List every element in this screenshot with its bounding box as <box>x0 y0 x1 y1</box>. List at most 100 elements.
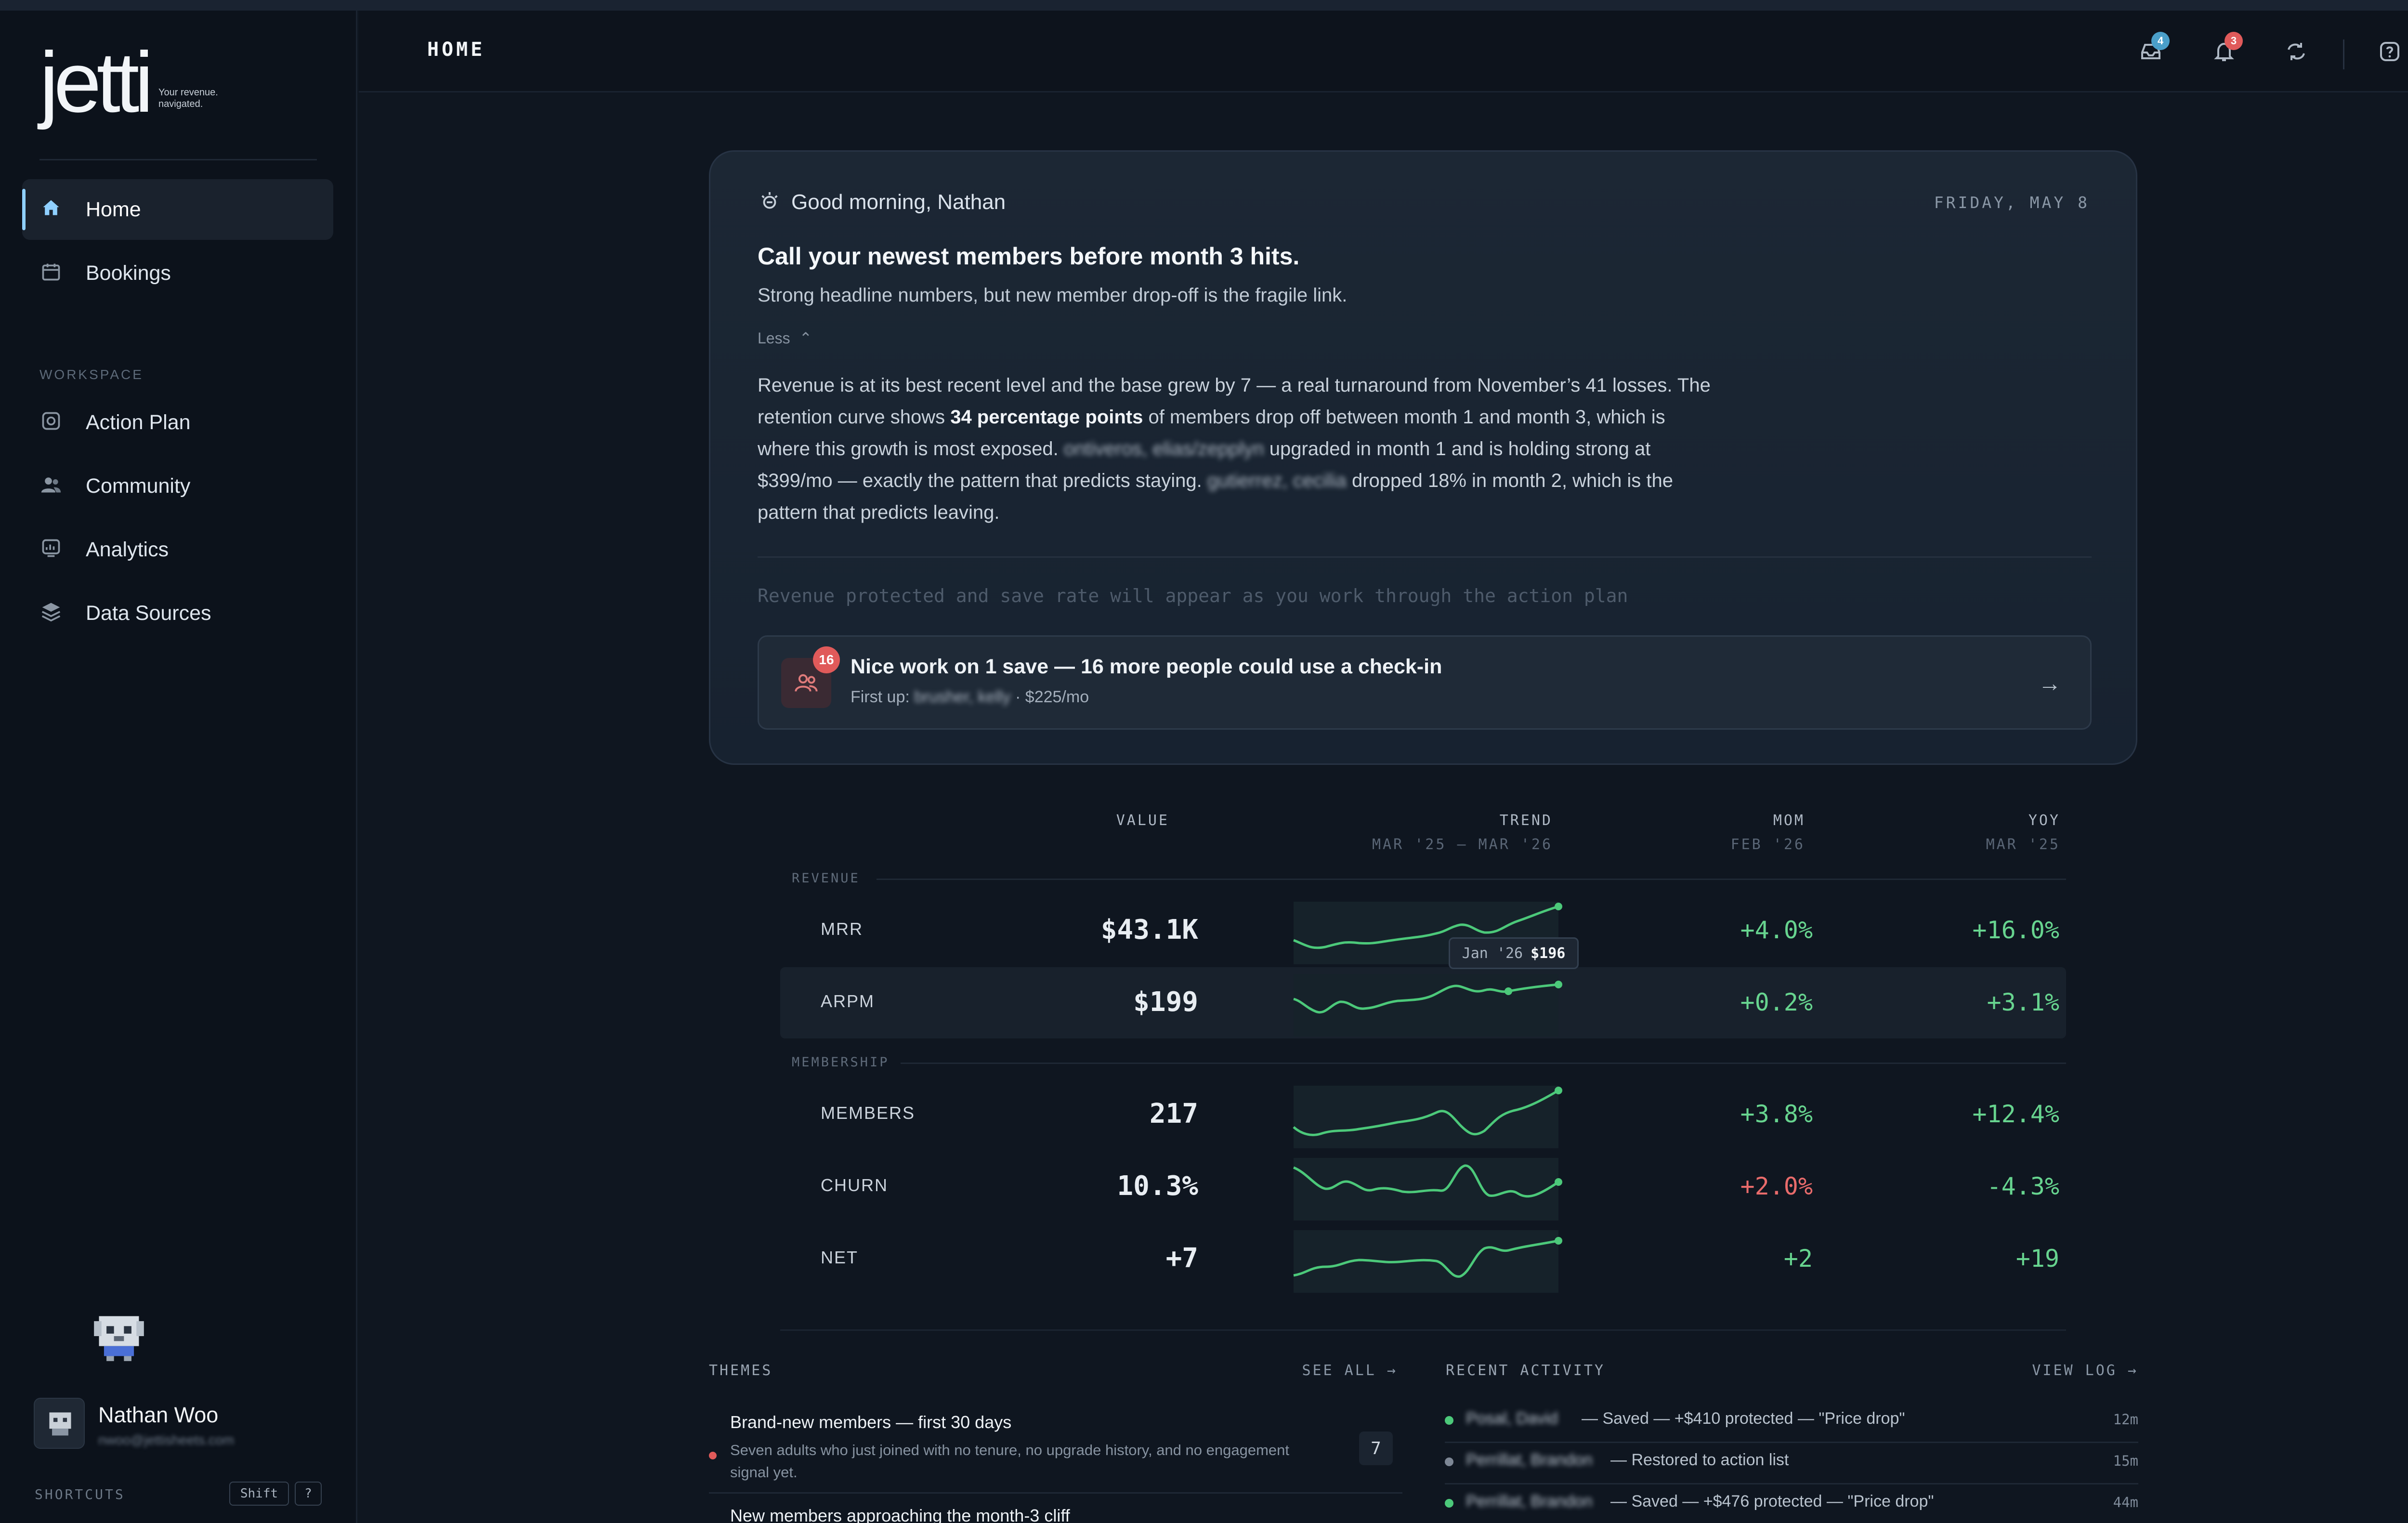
metric-row-members[interactable]: MEMBERS 217 +3.8% +12.4% <box>780 1079 2066 1150</box>
page-title: HOME <box>427 39 485 61</box>
sidebar-item-action-plan[interactable]: Action Plan <box>22 392 333 453</box>
briefing-headline: Call your newest members before month 3 … <box>758 243 1300 270</box>
sync-button[interactable] <box>2279 35 2313 68</box>
body-text-4: dropped 18% in month 2, which is the pat… <box>758 470 1674 523</box>
member-name-redacted[interactable]: ontiveros, elias/zepplyn <box>1063 438 1264 460</box>
sparkline-members[interactable] <box>1287 1081 1566 1148</box>
sidebar-item-home[interactable]: Home <box>22 179 333 240</box>
metric-label: NET <box>821 1247 858 1267</box>
group-label-membership: MEMBERSHIP <box>792 1055 890 1070</box>
notifications-button[interactable]: 3 <box>2207 32 2243 68</box>
header-divider <box>2343 39 2344 69</box>
activity-time: 12m <box>2113 1411 2138 1428</box>
logo-wordmark: jetti <box>39 34 154 130</box>
tooltip-value: $196 <box>1531 945 1566 962</box>
cta-subtitle: First up: brusher, kelly · $225/mo <box>851 688 1089 707</box>
sidebar-item-community[interactable]: Community <box>22 456 333 516</box>
metric-mom: +2.0% <box>1740 1172 1813 1200</box>
metric-value: $199 <box>1133 986 1198 1018</box>
activity-row[interactable]: Perrillat, Brandon — Restored to action … <box>1445 1443 2138 1484</box>
chevron-up-icon: ⌃ <box>799 329 812 347</box>
metric-mom: +2 <box>1783 1245 1813 1273</box>
theme-status-dot <box>709 1452 717 1459</box>
metric-yoy: +16.0% <box>1972 916 2059 944</box>
themes-see-all-link[interactable]: SEE ALL → <box>1302 1362 1398 1379</box>
theme-count: 7 <box>1359 1431 1393 1465</box>
sidebar-item-bookings[interactable]: Bookings <box>22 243 333 303</box>
user-name: Nathan Woo <box>98 1403 219 1427</box>
group-divider <box>877 879 2066 880</box>
sidebar-divider <box>39 159 317 160</box>
impact-placeholder: Revenue protected and save rate will app… <box>758 585 1628 606</box>
calendar-icon <box>42 263 60 281</box>
tagline-line-1: Your revenue. <box>158 87 218 98</box>
greeting: Good morning, Nathan <box>791 190 1006 214</box>
top-header: HOME 4 3 <box>359 11 2408 92</box>
users-icon <box>41 477 61 493</box>
metric-value: $43.1K <box>1100 914 1198 945</box>
body-text-3: upgraded in month 1 and is holding stron… <box>758 438 1651 491</box>
member-name-redacted: brusher, kelly <box>914 688 1011 706</box>
window-top-strip <box>0 0 2408 11</box>
home-icon <box>43 200 59 215</box>
sparkline-arpm[interactable] <box>1287 969 1566 1037</box>
theme-title: New members approaching the month-3 clif… <box>730 1506 1070 1523</box>
metric-row-mrr[interactable]: MRR $43.1K +4.0% +16.0% <box>780 895 2066 966</box>
metric-row-net[interactable]: NET +7 +2 +19 <box>780 1223 2066 1295</box>
collapse-toggle[interactable]: Less ⌃ <box>758 329 812 347</box>
chart-icon <box>42 539 60 557</box>
logo[interactable]: jetti Your revenue. navigated. <box>39 39 236 125</box>
sparkline-net[interactable] <box>1287 1225 1566 1293</box>
sidebar: jetti Your revenue. navigated. Home Book… <box>0 11 357 1523</box>
col-sub-trend: MAR '25 – MAR '26 <box>1372 836 1553 853</box>
member-name-redacted: Perrillat, Brandon <box>1466 1492 1593 1510</box>
activity-view-log-link[interactable]: VIEW LOG → <box>2032 1362 2138 1379</box>
activity-text: — Saved — +$476 protected — "Price drop" <box>1610 1492 1934 1510</box>
briefing-body: Revenue is at its best recent level and … <box>758 369 1721 528</box>
activity-row[interactable]: Perrillat, Brandon — Saved — +$476 prote… <box>1445 1484 2138 1523</box>
activity-row[interactable]: Posal, David — Saved — +$410 protected —… <box>1445 1402 2138 1443</box>
theme-item[interactable]: Brand-new members — first 30 days Seven … <box>709 1412 1402 1489</box>
sidebar-item-data-sources[interactable]: Data Sources <box>22 583 333 643</box>
cta-sub-prefix: First up: <box>851 688 915 706</box>
pixel-mascot-icon <box>94 1316 144 1361</box>
collapse-toggle-label: Less <box>758 329 790 347</box>
metric-mom: +4.0% <box>1740 916 1813 944</box>
sparkline-churn[interactable] <box>1287 1153 1566 1221</box>
avatar <box>34 1398 85 1449</box>
theme-title: Brand-new members — first 30 days <box>730 1412 1012 1432</box>
sun-icon <box>761 192 778 209</box>
metric-label: MEMBERS <box>821 1103 916 1123</box>
briefing-subline: Strong headline numbers, but new member … <box>758 285 1348 306</box>
theme-item[interactable]: New members approaching the month-3 clif… <box>709 1506 1402 1523</box>
people-icon-tile <box>781 658 831 708</box>
theme-divider <box>709 1492 1402 1494</box>
col-header-value: VALUE <box>1116 812 1169 829</box>
metric-label: ARPM <box>821 991 875 1011</box>
people-icon <box>795 674 818 692</box>
activity-time: 44m <box>2113 1494 2138 1510</box>
activity-status-dot <box>1445 1457 1453 1466</box>
activity-text: — Restored to action list <box>1610 1451 1789 1469</box>
sidebar-item-label: Community <box>86 474 191 498</box>
user-profile[interactable]: Nathan Woo nwoo@jettisheets.com <box>34 1398 332 1456</box>
sidebar-item-analytics[interactable]: Analytics <box>22 519 333 580</box>
metric-value: 10.3% <box>1117 1170 1198 1202</box>
metric-yoy: +19 <box>2015 1245 2059 1273</box>
help-button[interactable] <box>2373 35 2407 68</box>
activity-title: RECENT ACTIVITY <box>1446 1362 1605 1379</box>
member-name-redacted[interactable]: gutierrez, cecilia <box>1207 470 1347 491</box>
sidebar-item-label: Action Plan <box>86 410 191 434</box>
metric-row-churn[interactable]: CHURN 10.3% +2.0% -4.3% <box>780 1151 2066 1222</box>
table-divider <box>780 1329 2066 1331</box>
card-divider <box>758 556 2092 558</box>
col-sub-mom: FEB '26 <box>1730 836 1805 853</box>
member-name-redacted: Perrillat, Brandon <box>1466 1451 1593 1469</box>
sidebar-item-label: Data Sources <box>86 601 211 625</box>
inbox-button[interactable]: 4 <box>2134 32 2170 68</box>
activity-time: 15m <box>2113 1453 2138 1469</box>
col-sub-yoy: MAR '25 <box>1986 836 2060 853</box>
inbox-icon <box>2141 44 2160 59</box>
checkin-cta[interactable]: 16 Nice work on 1 save — 16 more people … <box>758 635 2092 730</box>
metric-row-arpm[interactable]: ARPM $199 +0.2% +3.1% <box>780 967 2066 1038</box>
